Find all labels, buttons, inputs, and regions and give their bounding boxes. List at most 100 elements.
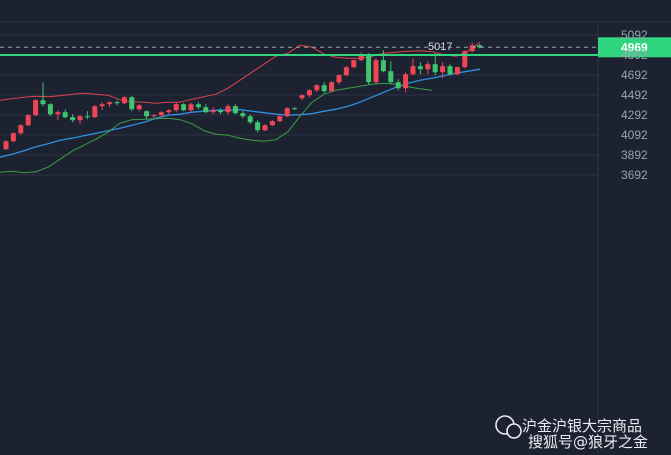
candle xyxy=(277,115,283,123)
y-tick-label: 3892 xyxy=(621,148,648,162)
candle xyxy=(62,109,68,119)
candle xyxy=(240,111,246,119)
candle xyxy=(373,58,379,84)
candle xyxy=(203,104,209,114)
candle-body xyxy=(321,85,327,92)
candle xyxy=(410,58,416,76)
y-axis: 5092 4892 4692 4492 4292 4092 3892 3692 xyxy=(621,28,648,182)
candle xyxy=(440,62,446,79)
y-tick-label: 5092 xyxy=(621,28,648,42)
candle xyxy=(210,107,216,115)
candle-body xyxy=(388,71,394,83)
candle-body xyxy=(203,107,209,113)
y-tick-label: 4292 xyxy=(621,108,648,122)
candle xyxy=(18,124,24,135)
candle-body xyxy=(366,54,372,83)
upper-band-line xyxy=(0,41,481,104)
candle-body xyxy=(469,45,475,52)
candle xyxy=(114,100,120,106)
candle-body xyxy=(417,66,423,70)
candle xyxy=(284,107,290,118)
candle-body xyxy=(77,116,83,121)
candle xyxy=(388,61,394,85)
candle xyxy=(351,59,357,69)
candle xyxy=(33,99,39,117)
candle-body xyxy=(218,110,224,113)
candle xyxy=(462,50,468,69)
candle-body xyxy=(121,97,127,104)
candle xyxy=(10,132,16,143)
candle-body xyxy=(425,64,431,70)
candle-body xyxy=(225,106,231,113)
candle-body xyxy=(277,116,283,122)
candle-body xyxy=(329,82,335,92)
candle-body xyxy=(210,110,216,113)
candle xyxy=(55,110,61,121)
candle xyxy=(447,64,453,76)
watermark-account: 沪金沪银大宗商品 xyxy=(522,417,642,435)
candle-body xyxy=(136,105,142,110)
candle xyxy=(47,103,53,117)
candle xyxy=(255,120,261,133)
candle xyxy=(25,114,31,127)
candle xyxy=(269,120,275,127)
candle xyxy=(299,94,305,101)
candle-body xyxy=(10,133,16,142)
candle xyxy=(218,108,224,115)
candle xyxy=(173,102,179,113)
y-tick-label: 4692 xyxy=(621,68,648,82)
candle-body xyxy=(84,116,90,118)
candle xyxy=(40,82,46,107)
candle-body xyxy=(62,112,68,118)
watermark-source: 搜狐号@狼牙之金 xyxy=(528,433,648,451)
candle-body xyxy=(166,110,172,113)
candle xyxy=(225,104,231,115)
candle-body xyxy=(410,66,416,75)
candle xyxy=(292,107,298,111)
candle-body xyxy=(432,64,438,73)
candle xyxy=(181,103,187,112)
watermark: 沪金沪银大宗商品 搜狐号@狼牙之金 xyxy=(495,415,648,451)
wechat-icon-bubble xyxy=(506,423,522,439)
candle xyxy=(151,114,157,119)
candle xyxy=(158,111,164,118)
candle-body xyxy=(158,112,164,116)
candle-body xyxy=(18,125,24,134)
candle-body xyxy=(151,115,157,117)
candle-body xyxy=(129,97,135,110)
current-price-badge xyxy=(598,37,671,58)
current-price-label: 4969 xyxy=(621,40,648,54)
candle-body xyxy=(240,113,246,117)
candle xyxy=(343,66,349,77)
candle-body xyxy=(462,51,468,68)
candle xyxy=(366,53,372,85)
candle xyxy=(195,102,201,110)
candle xyxy=(306,89,312,98)
candle-body xyxy=(292,108,298,110)
candle xyxy=(247,114,253,125)
candle-body xyxy=(284,108,290,117)
candle-body xyxy=(477,45,483,48)
candle xyxy=(84,111,90,120)
candle-body xyxy=(306,90,312,96)
candle xyxy=(107,101,113,108)
candle-body xyxy=(440,66,446,73)
candle-body xyxy=(262,125,268,131)
y-tick-label: 4092 xyxy=(621,128,648,142)
candle xyxy=(232,104,238,115)
candle xyxy=(92,105,98,119)
candle-body xyxy=(269,121,275,126)
candle xyxy=(395,79,401,91)
candle xyxy=(417,62,423,75)
candle xyxy=(166,109,172,115)
candle-body xyxy=(188,104,194,111)
y-tick-label: 4492 xyxy=(621,88,648,102)
candle xyxy=(121,96,127,105)
candle-body xyxy=(173,104,179,111)
candle-body xyxy=(33,100,39,116)
candle-body xyxy=(373,60,379,83)
candles xyxy=(3,42,483,151)
candle-body xyxy=(144,111,150,117)
candle-body xyxy=(343,67,349,76)
